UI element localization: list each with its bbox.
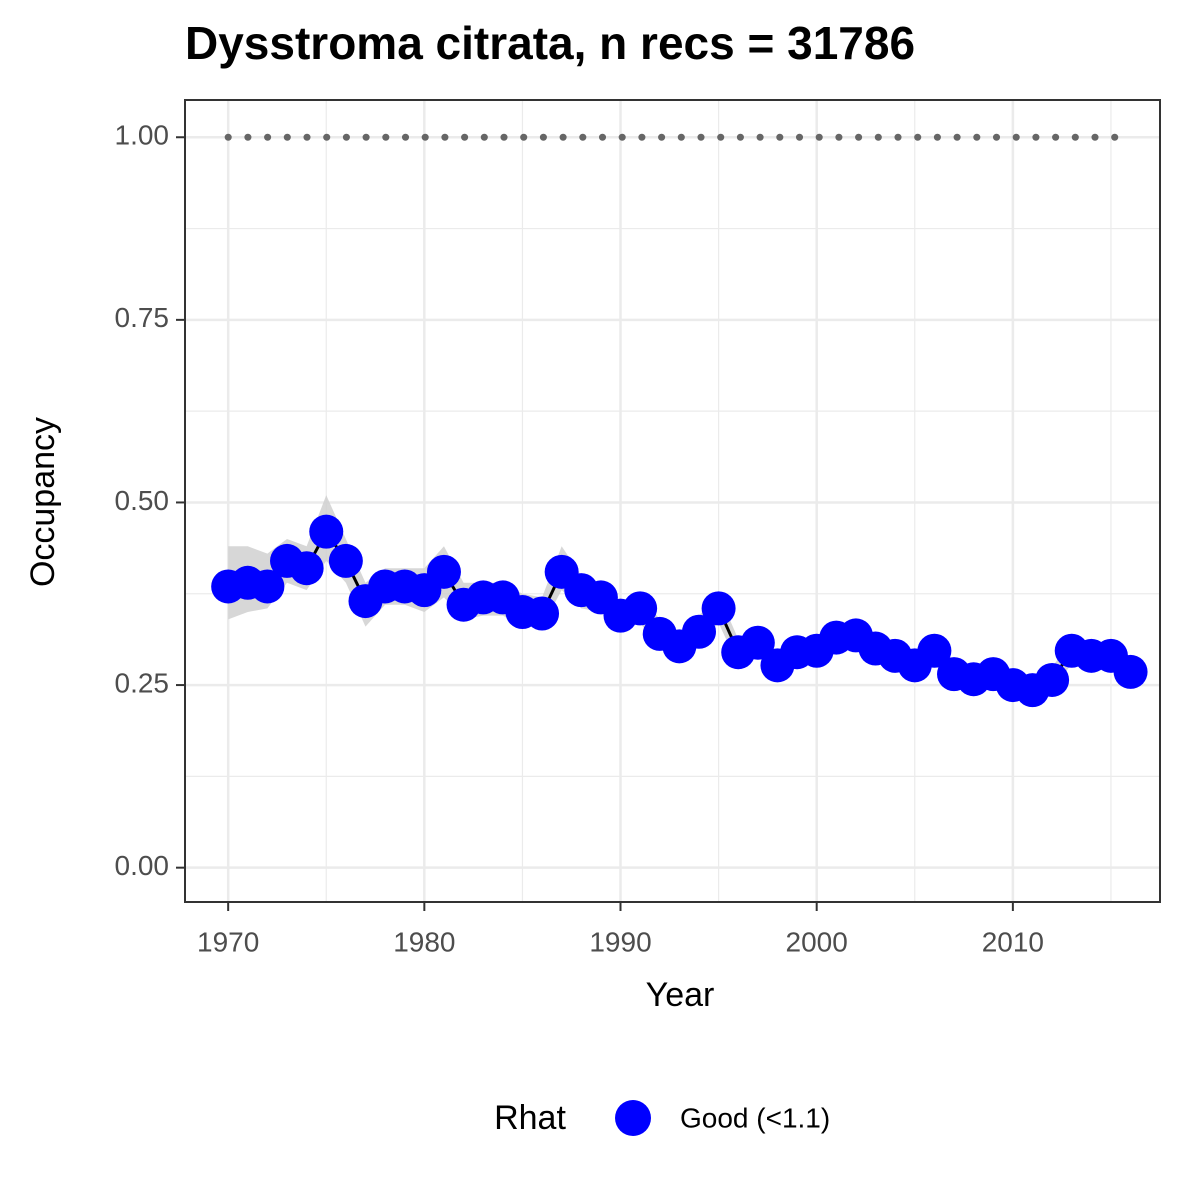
- point: [309, 514, 344, 549]
- point: [701, 591, 736, 626]
- point: [1035, 662, 1070, 697]
- y-axis-title: Occupancy: [24, 417, 62, 587]
- x-tick-label: 1970: [197, 926, 259, 957]
- point: [328, 543, 363, 578]
- legend-marker: [615, 1100, 651, 1136]
- point: [426, 554, 461, 589]
- y-tick-label: 0.00: [115, 850, 170, 881]
- point: [623, 591, 658, 626]
- x-tick-label: 1980: [393, 926, 455, 957]
- point: [250, 569, 285, 604]
- point: [289, 551, 324, 586]
- point: [681, 614, 716, 649]
- y-tick-label: 0.75: [115, 302, 170, 333]
- panel-border: [184, 99, 1161, 903]
- x-tick-label: 1990: [589, 926, 651, 957]
- point: [525, 596, 560, 631]
- legend-title: Rhat: [494, 1099, 566, 1137]
- point: [917, 633, 952, 668]
- x-axis-title: Year: [646, 976, 715, 1014]
- y-tick-label: 0.25: [115, 667, 170, 698]
- point: [1113, 654, 1148, 689]
- point: [740, 625, 775, 660]
- legend-label: Good (<1.1): [680, 1102, 830, 1133]
- x-tick-label: 2010: [982, 926, 1044, 957]
- chart-title: Dysstroma citrata, n recs = 31786: [185, 17, 915, 69]
- x-tick-label: 2000: [786, 926, 848, 957]
- y-tick-label: 1.00: [115, 120, 170, 151]
- y-tick-label: 0.50: [115, 485, 170, 516]
